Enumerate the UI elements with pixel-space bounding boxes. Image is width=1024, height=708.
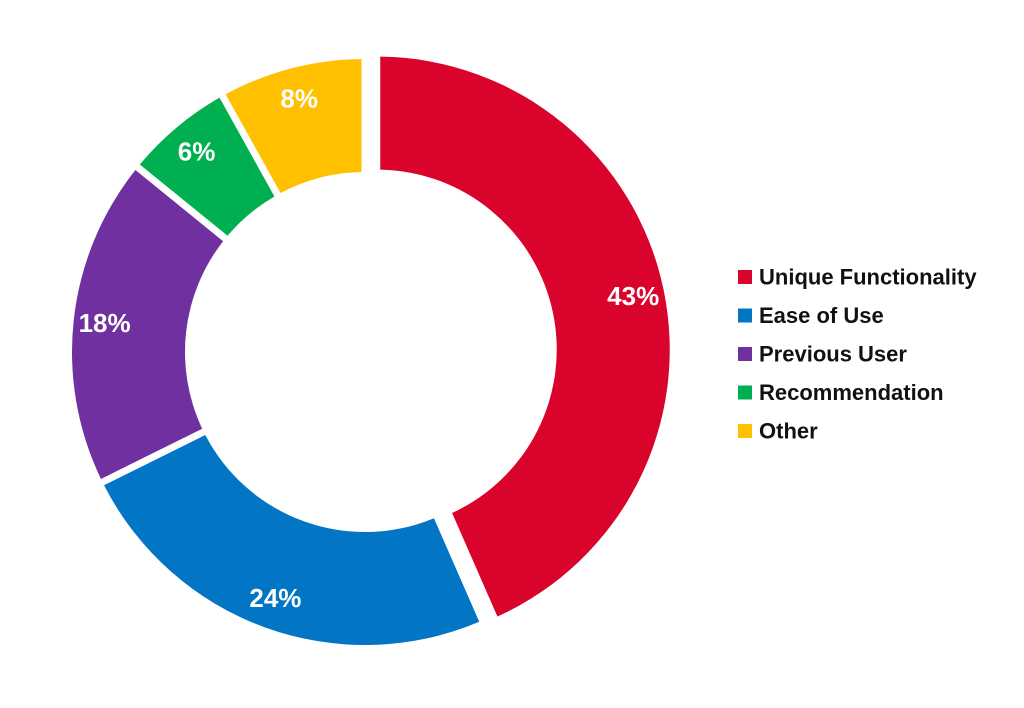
legend-item-recommendation: Recommendation: [738, 380, 944, 405]
legend-item-ease-of-use: Ease of Use: [738, 303, 884, 328]
legend-item-previous-user: Previous User: [738, 342, 907, 367]
legend-item-unique-functionality: Unique Functionality: [738, 265, 977, 290]
legend: Unique Functionality Ease of Use Previous …: [738, 265, 977, 444]
slice-label-unique-functionality: 43%: [607, 281, 659, 311]
donut-slices: [71, 56, 670, 645]
legend-label: Unique Functionality: [759, 265, 977, 290]
slice-unique-functionality: [380, 56, 670, 617]
legend-swatch: [738, 424, 752, 438]
slice-labels: 43% 24% 18% 6% 8%: [79, 83, 660, 613]
legend-label: Ease of Use: [759, 303, 884, 328]
slice-label-ease-of-use: 24%: [249, 583, 301, 613]
slice-other: [225, 59, 362, 194]
legend-swatch: [738, 270, 752, 284]
legend-swatch: [738, 385, 752, 400]
slice-label-previous-user: 18%: [79, 308, 131, 338]
slice-ease-of-use: [104, 435, 480, 645]
legend-item-other: Other: [738, 419, 818, 444]
legend-label: Previous User: [759, 342, 907, 367]
slice-previous-user: [71, 169, 224, 479]
legend-label: Other: [759, 419, 818, 444]
slice-label-recommendation: 6%: [178, 136, 216, 166]
slice-label-other: 8%: [280, 83, 318, 113]
legend-label: Recommendation: [759, 380, 944, 405]
slice-recommendation: [139, 97, 275, 236]
legend-swatch: [738, 308, 752, 323]
legend-swatch: [738, 347, 752, 361]
